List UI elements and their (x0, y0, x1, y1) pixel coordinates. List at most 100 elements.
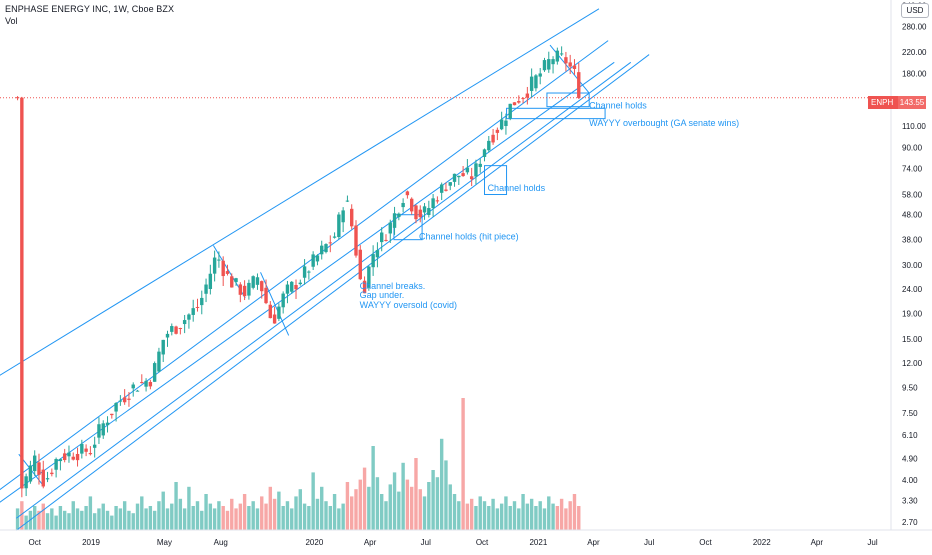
volume-bar (397, 491, 401, 530)
candle-body (84, 448, 88, 452)
candle-body (388, 222, 392, 234)
candle-body (555, 50, 560, 62)
volume-bar (84, 506, 88, 530)
x-tick-label: Jul (644, 538, 654, 547)
volume-bar (491, 498, 495, 530)
x-tick-label: 2022 (753, 538, 771, 547)
candle-body (161, 339, 165, 355)
volume-bar (547, 496, 551, 530)
trend-channels (0, 8, 650, 531)
volume-bar (435, 477, 440, 530)
volume-bar (469, 498, 474, 530)
candle-body (380, 232, 384, 243)
channel-cross-line (260, 272, 290, 336)
x-tick-label: Jul (867, 538, 877, 547)
candle-body (277, 306, 281, 319)
candle-body (542, 60, 547, 71)
candle-body (328, 242, 332, 244)
candle-body (62, 453, 67, 461)
volume-bar (135, 503, 140, 530)
y-tick-label: 38.00 (902, 236, 923, 245)
volume-bar (422, 496, 427, 530)
volume-bar (568, 501, 572, 530)
volume-bar (105, 510, 110, 530)
volume-bar (127, 510, 131, 530)
volume-bar (251, 501, 255, 530)
volume-bar (208, 503, 213, 530)
volume-bar (272, 498, 277, 530)
candle-body (157, 351, 161, 372)
volume-bar (54, 515, 58, 530)
candle-body (302, 266, 307, 278)
volume-bar (58, 506, 63, 530)
y-tick-label: 280.00 (902, 22, 927, 31)
volume-bar (268, 486, 273, 530)
annotation-text: WAYYY overbought (GA senate wins) (589, 118, 739, 128)
candle-body (165, 333, 170, 338)
candle-body (499, 119, 504, 130)
volume-bar (161, 491, 165, 530)
volume-bar (264, 503, 268, 530)
candle-body (529, 76, 534, 91)
volume-bar (564, 508, 568, 530)
annotation-box (546, 92, 590, 108)
candle-body (264, 287, 268, 304)
currency-button[interactable]: USD (901, 3, 929, 18)
volume-bar (101, 503, 105, 530)
last-price-value: 143.55 (898, 96, 926, 109)
annotations: Channel holds WAYYY overbought (GA senate… (360, 100, 739, 310)
candle-body (131, 384, 135, 389)
time-axis[interactable]: Oct 2019 May Aug 2020 Apr Jul Oct 2021 Apr Jul Oct 2… (28, 538, 877, 547)
candle-body (337, 214, 341, 238)
candle-body (114, 402, 118, 412)
volume-bar (260, 496, 264, 530)
volume-bar (367, 486, 371, 530)
candle-body (409, 198, 414, 212)
candle-body (397, 213, 401, 218)
volume-bar (294, 496, 298, 530)
candle-body (332, 236, 337, 238)
price-axis[interactable]: 2.70 3.30 4.00 4.90 6.10 7.50 9.50 12.00 15.00 19… (902, 2, 927, 528)
candle-body (15, 97, 20, 99)
y-tick-label: 3.30 (902, 497, 918, 506)
candle-body (118, 400, 123, 402)
volume-label: Vol (5, 16, 18, 26)
volume-bar (534, 506, 538, 530)
volume-bar (238, 503, 243, 530)
volume-bar (182, 508, 187, 530)
volume-bar (572, 494, 577, 530)
candle-body (187, 314, 191, 320)
volume-bar (392, 472, 397, 530)
volume-bar (384, 501, 388, 530)
volume-bar (290, 508, 294, 530)
volume-bar (62, 510, 67, 530)
candle-body (251, 276, 255, 288)
volume-bar (444, 460, 448, 530)
candle-body (478, 163, 482, 167)
candle-body (24, 476, 28, 489)
candle-body (195, 306, 200, 308)
candle-body (272, 314, 277, 324)
candle-body (285, 284, 290, 294)
volume-bar (144, 508, 148, 530)
candle-body (315, 255, 320, 262)
candle-body (577, 72, 581, 98)
candle-body (178, 328, 183, 330)
volume-bar (538, 501, 542, 530)
volume-bar (255, 508, 260, 530)
candle-body (281, 293, 285, 308)
volume-bar (88, 496, 93, 530)
volume-bar (217, 501, 221, 530)
candle-body (97, 424, 101, 438)
price-candles (15, 46, 581, 498)
volume-bar (140, 496, 144, 530)
volume-pane (15, 398, 581, 530)
y-tick-label: 24.00 (902, 285, 923, 294)
candle-body (225, 271, 230, 274)
volume-bar (478, 496, 482, 530)
candle-body (491, 134, 495, 143)
candle-body (431, 198, 435, 209)
volume-bar (178, 498, 183, 530)
